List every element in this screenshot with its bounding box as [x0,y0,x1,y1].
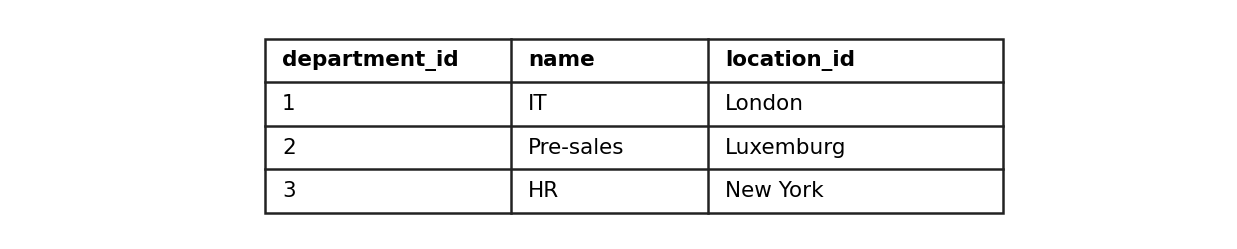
Text: IT: IT [528,94,548,114]
Text: New York: New York [725,181,824,201]
Text: Luxemburg: Luxemburg [725,137,846,158]
Text: name: name [528,50,595,70]
Text: Pre-sales: Pre-sales [528,137,625,158]
Text: 2: 2 [282,137,296,158]
Text: location_id: location_id [725,50,855,71]
Text: 3: 3 [282,181,296,201]
Text: HR: HR [528,181,559,201]
Text: department_id: department_id [282,50,459,71]
Bar [265,39,1003,213]
Text: London: London [725,94,804,114]
Text: 1: 1 [282,94,296,114]
Bar [265,39,1003,213]
